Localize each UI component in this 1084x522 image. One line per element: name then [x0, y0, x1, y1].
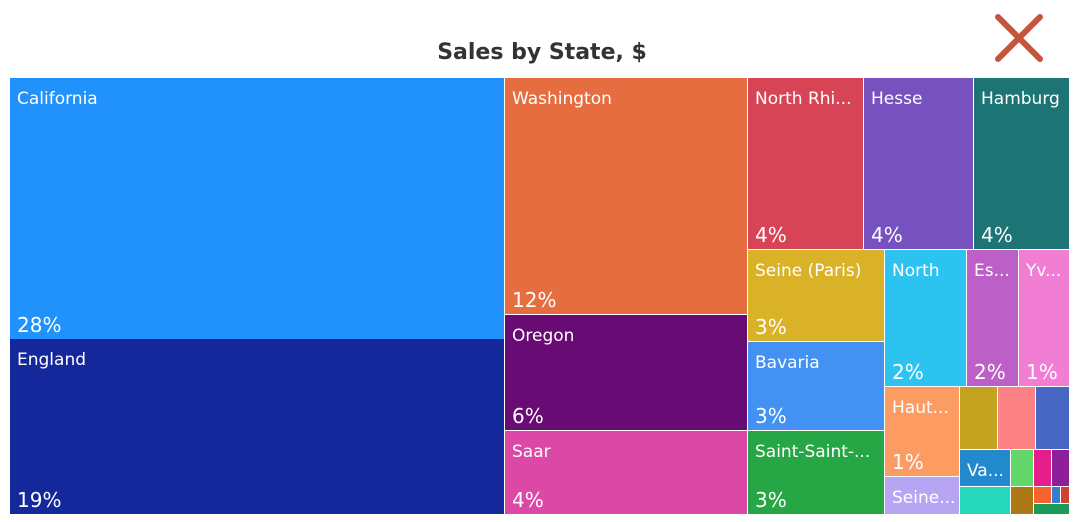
treemap-tile-small[interactable]	[1034, 504, 1069, 514]
tile-percent: 4%	[755, 223, 787, 247]
treemap-tile[interactable]	[10, 78, 504, 339]
tile-percent: 3%	[755, 315, 787, 339]
treemap-tile-small[interactable]	[1052, 450, 1069, 486]
treemap-tile[interactable]	[864, 78, 973, 249]
tile-label: Seine...	[892, 488, 955, 508]
tile-percent: 2%	[892, 360, 924, 384]
tile-percent: 4%	[981, 223, 1013, 247]
tile-percent: 12%	[512, 288, 556, 312]
tile-label: Hesse	[871, 89, 922, 109]
tile-percent: 1%	[892, 450, 924, 474]
treemap-tile[interactable]	[748, 78, 863, 249]
tile-label: Oregon	[512, 326, 574, 346]
treemap-tile[interactable]	[505, 315, 747, 430]
tile-percent: 4%	[512, 488, 544, 512]
treemap-tile[interactable]	[748, 342, 884, 430]
treemap-tile-small[interactable]	[1052, 487, 1060, 503]
treemap-tile-small[interactable]	[1061, 487, 1069, 503]
treemap-tile[interactable]	[10, 339, 504, 514]
treemap-tile-small[interactable]	[960, 387, 997, 449]
tile-label: Bavaria	[755, 353, 820, 373]
treemap-tile-small[interactable]	[1034, 450, 1051, 486]
treemap-tile-small[interactable]	[1034, 487, 1051, 503]
treemap-tile[interactable]	[885, 477, 959, 514]
treemap-tile[interactable]	[748, 431, 884, 514]
treemap-tile-small[interactable]	[960, 487, 1010, 514]
treemap-tile[interactable]	[974, 78, 1069, 249]
treemap-tile-small[interactable]	[1036, 387, 1069, 449]
treemap-tile[interactable]	[885, 387, 959, 476]
tile-percent: 2%	[974, 360, 1006, 384]
tile-percent: 3%	[755, 404, 787, 428]
tile-label: North	[892, 261, 940, 281]
tile-label: Saint-Saint-...	[755, 442, 870, 462]
tile-label: Hamburg	[981, 89, 1060, 109]
close-icon[interactable]	[993, 12, 1045, 64]
tile-percent: 28%	[17, 313, 61, 337]
chart-title: Sales by State, $	[437, 40, 647, 65]
tile-label: Yv...	[1025, 261, 1061, 281]
treemap-tile[interactable]	[1019, 250, 1069, 386]
treemap-tile[interactable]	[505, 78, 747, 314]
tile-percent: 1%	[1026, 360, 1058, 384]
tile-label: North Rhi...	[755, 89, 851, 109]
tile-label: Va...	[967, 461, 1004, 481]
tile-label: England	[17, 350, 86, 370]
tile-percent: 3%	[755, 488, 787, 512]
treemap-tile[interactable]	[748, 250, 884, 341]
treemap-tile[interactable]	[885, 250, 966, 386]
tile-label: Saar	[512, 442, 551, 462]
tile-label: Seine (Paris)	[755, 261, 861, 281]
tile-label: California	[17, 89, 98, 109]
treemap-tile[interactable]	[505, 431, 747, 514]
tile-percent: 19%	[17, 488, 61, 512]
tile-label: Haut...	[892, 398, 949, 418]
tile-percent: 6%	[512, 404, 544, 428]
tile-label: Es...	[974, 261, 1010, 281]
treemap-tile[interactable]	[960, 450, 1010, 486]
treemap-tile[interactable]	[967, 250, 1018, 386]
treemap-tile-small[interactable]	[1011, 487, 1033, 514]
tile-percent: 4%	[871, 223, 903, 247]
treemap-tile-small[interactable]	[998, 387, 1035, 449]
treemap-tile-small[interactable]	[1011, 450, 1033, 486]
tile-label: Washington	[512, 89, 612, 109]
